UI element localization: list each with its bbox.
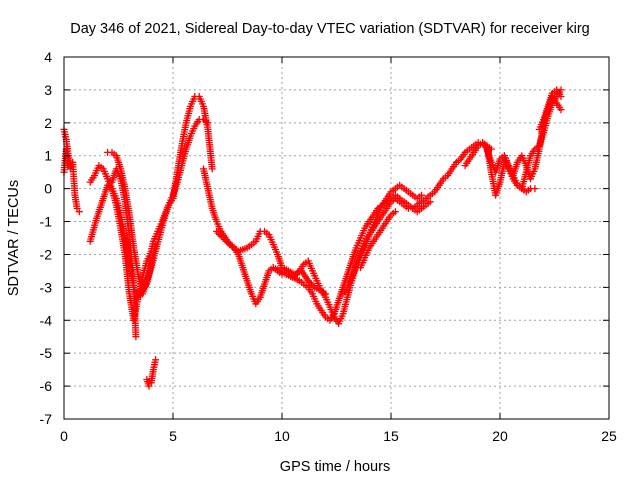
plot-frame: [63, 56, 610, 420]
data-point: [204, 119, 212, 127]
data-marks: [60, 86, 565, 390]
y-tick-label: -2: [40, 246, 53, 262]
data-point: [391, 208, 399, 216]
y-tick-label: -1: [40, 214, 53, 230]
y-tick-label: 3: [44, 82, 52, 98]
chart-title: Day 346 of 2021, Sidereal Day-to-day VTE…: [70, 21, 590, 37]
y-tick-label: -4: [40, 312, 53, 328]
x-tick-label: 20: [492, 428, 508, 444]
series-track-g: [143, 356, 160, 390]
data-point: [531, 185, 539, 193]
data-point: [557, 93, 565, 100]
data-point: [132, 333, 140, 341]
y-tick-label: 1: [44, 148, 52, 164]
data-point: [292, 270, 300, 278]
y-tick-label: 2: [44, 115, 52, 131]
data-point: [218, 232, 225, 240]
axes: [63, 56, 610, 420]
x-tick-label: 25: [601, 428, 617, 444]
x-tick-label: 5: [169, 428, 177, 444]
x-tick-label: 0: [60, 428, 68, 444]
y-tick-label: -5: [40, 345, 53, 361]
data-point: [152, 241, 160, 249]
series-track-d: [86, 116, 212, 324]
y-axis-label: SDTVAR / TECUs: [6, 180, 22, 296]
x-tick-label: 10: [274, 428, 290, 444]
series-track-k: [339, 181, 425, 298]
data-point: [304, 277, 312, 285]
data-point: [208, 165, 216, 173]
data-point: [222, 237, 230, 245]
series-track-j: [269, 139, 495, 328]
x-tick-label: 15: [383, 428, 399, 444]
series-track-i: [213, 227, 330, 298]
y-tick-label: 4: [44, 49, 52, 65]
series-track-o: [500, 152, 539, 196]
y-tick-label: 0: [44, 181, 52, 197]
data-point: [152, 356, 160, 364]
data-point: [557, 106, 565, 114]
x-axis-ticks: 0 5 10 15 20 25: [60, 57, 617, 444]
x-axis-label: GPS time / hours: [280, 459, 390, 475]
data-point: [418, 191, 425, 199]
data-point: [64, 162, 72, 170]
series-track-p: [535, 86, 565, 133]
y-tick-label: -6: [40, 378, 53, 394]
data-point: [75, 208, 83, 216]
data-point: [307, 280, 315, 288]
data-point: [426, 198, 434, 206]
y-tick-label: -3: [40, 279, 53, 295]
grid: [64, 57, 609, 419]
series-track-l: [357, 208, 399, 272]
series-track-f: [108, 165, 140, 341]
y-axis-ticks: -7 -6 -5 -4 -3 -2 -1 0 1 2 3 4: [40, 49, 609, 427]
y-tick-label: -7: [40, 411, 53, 427]
